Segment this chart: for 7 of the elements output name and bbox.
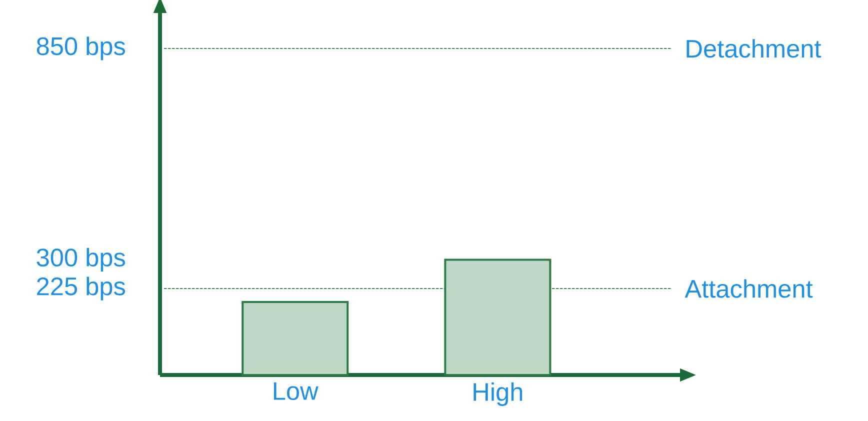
x-tick-label: High: [474, 382, 522, 406]
ref-line-label: Detachment: [686, 39, 822, 58]
y-tick-label: 300 bps: [36, 248, 126, 272]
x-tick-label: Low: [274, 382, 318, 400]
y-tick-label: 225 bps: [37, 276, 126, 300]
y-tick-label: 850 bps: [36, 36, 126, 60]
ref-line-label: Attachment: [684, 279, 813, 298]
